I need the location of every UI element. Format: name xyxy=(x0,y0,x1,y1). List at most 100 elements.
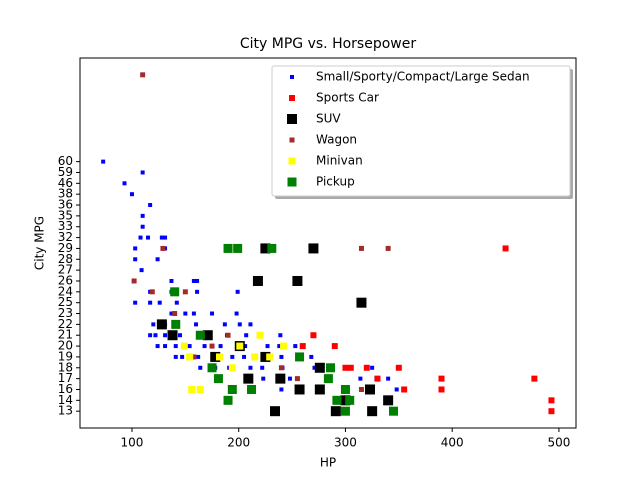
point xyxy=(394,387,399,392)
point xyxy=(180,342,188,350)
point xyxy=(191,278,196,283)
point xyxy=(173,344,178,349)
point xyxy=(260,365,265,370)
point xyxy=(173,354,178,359)
point xyxy=(191,354,197,360)
point xyxy=(191,311,196,316)
point xyxy=(155,344,160,349)
legend-marker xyxy=(288,157,296,165)
y-tick-label: 13 xyxy=(58,404,73,418)
legend-marker xyxy=(289,95,295,101)
point xyxy=(194,322,199,327)
point xyxy=(383,395,394,406)
point xyxy=(278,333,283,338)
legend-marker xyxy=(287,177,297,187)
point xyxy=(340,384,350,394)
point xyxy=(299,343,306,350)
point xyxy=(159,235,164,240)
point xyxy=(401,386,408,393)
point xyxy=(275,373,286,384)
x-tick-label: 300 xyxy=(334,436,357,450)
point xyxy=(438,386,445,393)
point xyxy=(248,322,253,327)
point xyxy=(548,397,555,404)
point xyxy=(210,311,215,316)
point xyxy=(295,352,305,362)
y-axis-label: City MPG xyxy=(33,216,47,270)
point xyxy=(386,376,391,381)
y-tick-label: 22 xyxy=(58,317,73,331)
point xyxy=(347,364,354,371)
point xyxy=(243,373,254,384)
point xyxy=(148,333,153,338)
point xyxy=(287,376,292,381)
point xyxy=(223,395,233,405)
point xyxy=(174,300,179,305)
point xyxy=(198,365,203,370)
point xyxy=(163,344,168,349)
point xyxy=(252,275,263,286)
point xyxy=(178,333,183,338)
point xyxy=(367,406,378,417)
y-tick-label: 33 xyxy=(58,219,73,233)
x-axis-label: HP xyxy=(320,456,336,470)
point xyxy=(228,364,236,372)
point xyxy=(139,268,144,273)
point xyxy=(260,243,271,254)
point xyxy=(293,344,298,349)
point xyxy=(243,344,248,349)
point xyxy=(163,235,168,240)
point xyxy=(310,332,317,339)
x-tick-label: 400 xyxy=(441,436,464,450)
point xyxy=(292,275,303,286)
point xyxy=(326,363,336,373)
y-tick-label: 16 xyxy=(58,382,73,396)
point xyxy=(314,384,325,395)
point xyxy=(358,386,364,392)
point xyxy=(156,319,167,330)
point xyxy=(312,365,317,370)
point xyxy=(140,213,145,218)
point xyxy=(260,351,271,362)
point xyxy=(145,235,150,240)
point xyxy=(314,362,325,373)
point xyxy=(342,364,349,371)
point xyxy=(256,331,264,339)
point xyxy=(207,363,217,373)
point xyxy=(235,289,240,294)
point xyxy=(155,257,160,262)
point xyxy=(182,289,188,295)
point xyxy=(244,333,249,338)
point xyxy=(225,332,231,338)
point xyxy=(180,354,185,359)
point xyxy=(294,384,305,395)
point xyxy=(172,311,178,317)
point xyxy=(223,243,233,253)
legend-label: Sports Car xyxy=(316,91,379,105)
point xyxy=(169,278,174,283)
legend xyxy=(271,65,571,197)
y-tick-label: 17 xyxy=(58,371,73,385)
point xyxy=(358,245,364,251)
point xyxy=(160,245,166,251)
point xyxy=(202,344,207,349)
point xyxy=(365,384,376,395)
point xyxy=(133,246,138,251)
point xyxy=(122,181,127,186)
point xyxy=(374,375,381,382)
point xyxy=(140,170,145,175)
y-tick-label: 24 xyxy=(58,284,73,298)
point xyxy=(227,384,237,394)
y-tick-label: 60 xyxy=(58,154,73,168)
y-tick-label: 21 xyxy=(58,328,73,342)
y-tick-label: 20 xyxy=(58,339,73,353)
point xyxy=(149,289,155,295)
point xyxy=(332,395,342,405)
y-tick-label: 36 xyxy=(58,198,73,212)
point xyxy=(170,287,180,297)
point xyxy=(157,300,162,305)
point xyxy=(242,354,247,359)
point xyxy=(148,203,153,208)
point xyxy=(131,278,137,284)
